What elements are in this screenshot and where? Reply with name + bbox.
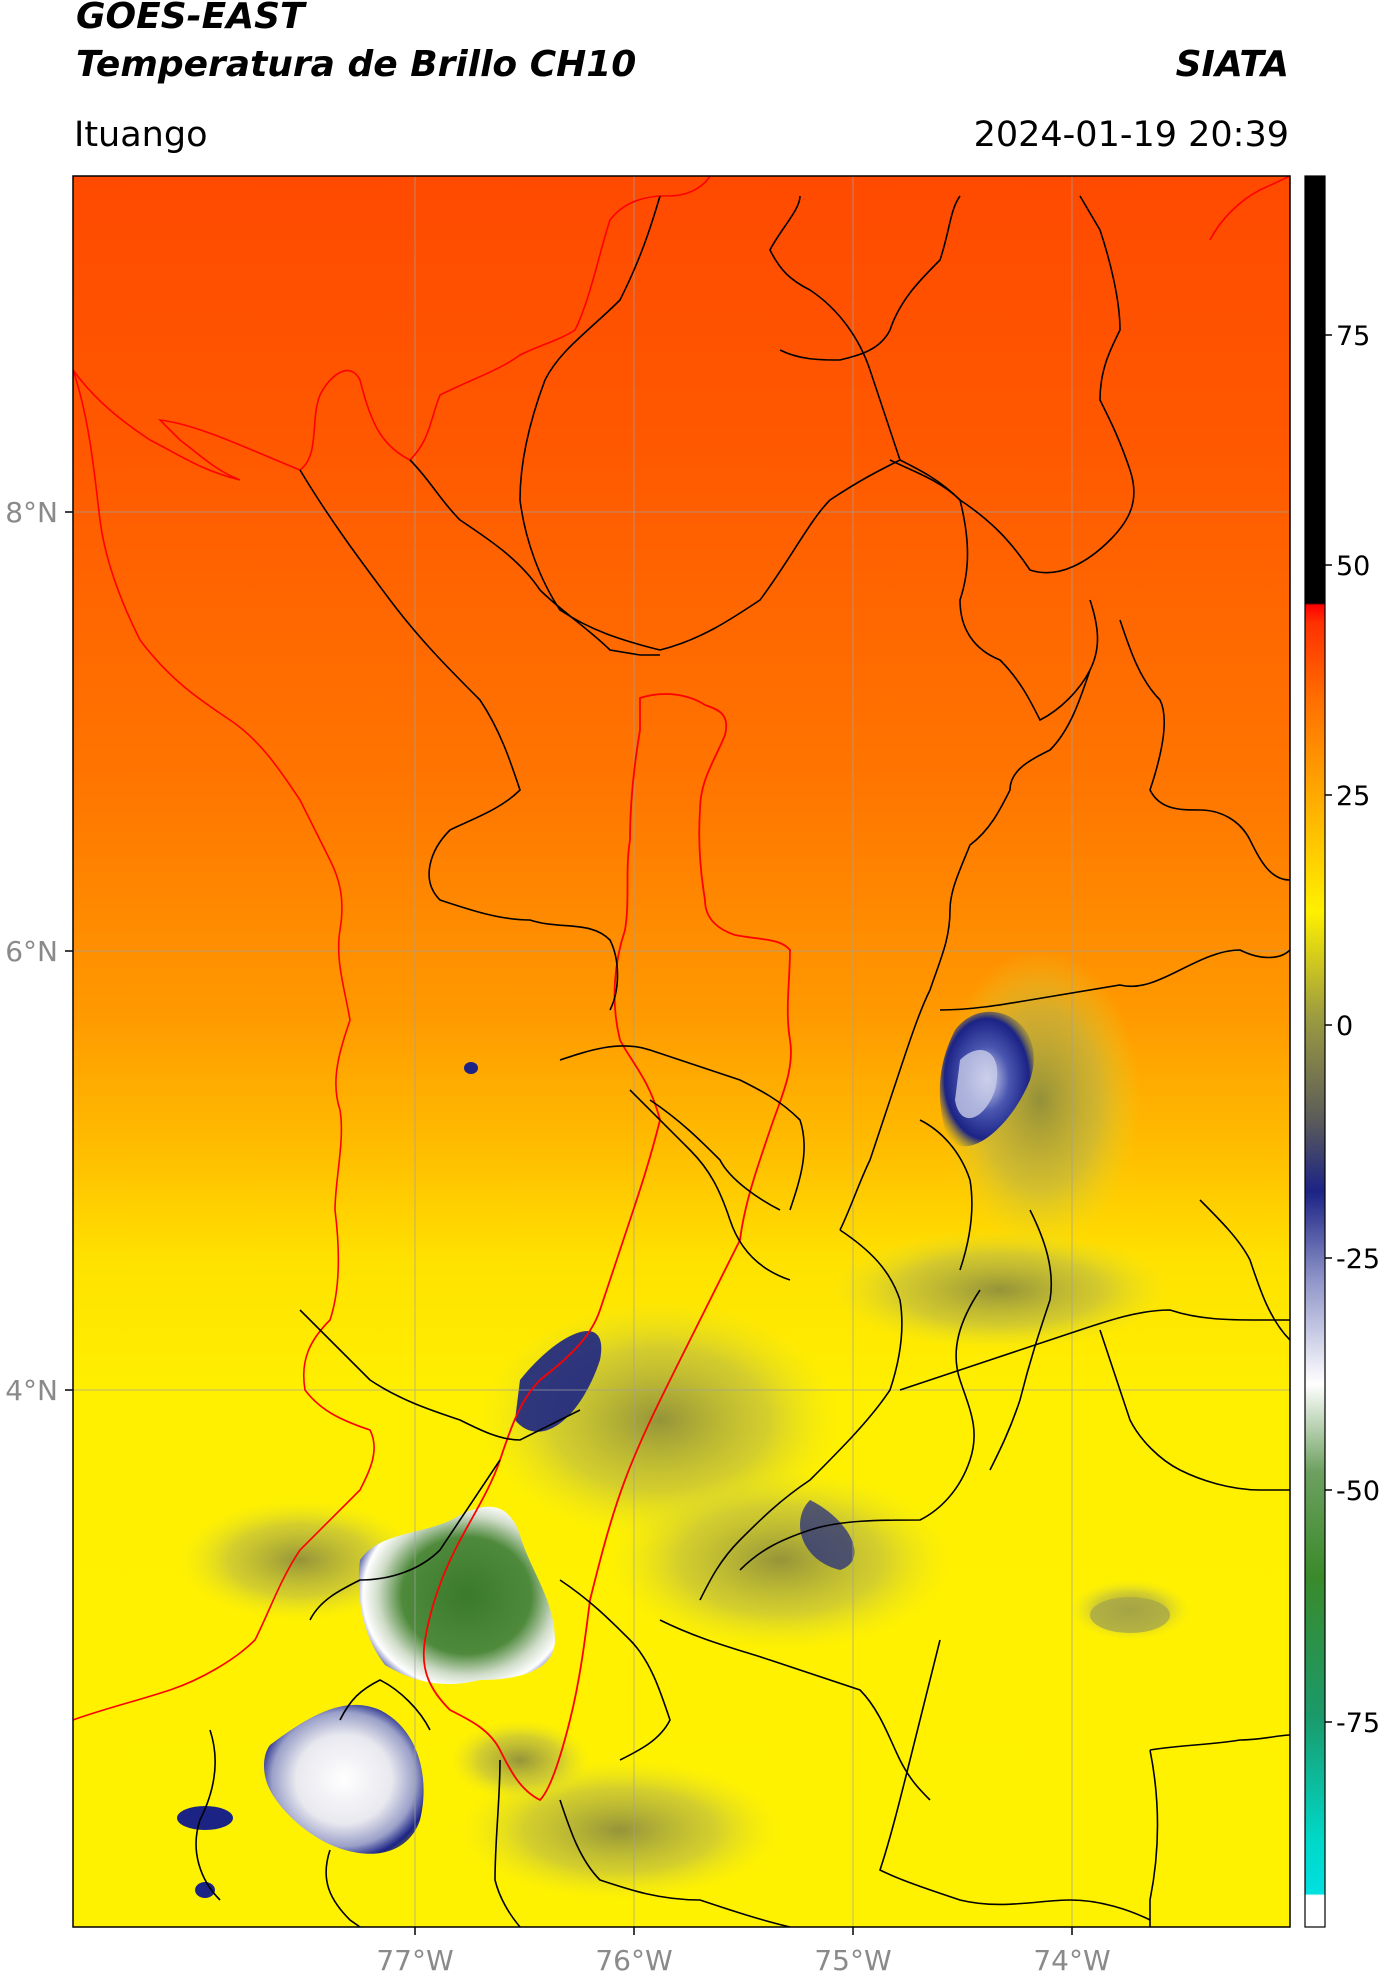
graticule: [73, 176, 1290, 1927]
colorbar-tick-minus25: -25: [1336, 1244, 1380, 1275]
title-satellite: GOES-EAST: [76, 0, 305, 37]
lat-label-8n: 8°N: [5, 496, 58, 529]
colorbar-tick-50: 50: [1336, 551, 1370, 582]
region-label: Ituango: [74, 115, 208, 155]
brand-label: SIATA: [1175, 44, 1289, 85]
colorbar-tick-minus50: -50: [1336, 1476, 1380, 1507]
colorbar-tick-25: 25: [1336, 781, 1370, 812]
map-frame: [72, 175, 1291, 1928]
longitude-axis: 77°W 76°W 75°W 74°W: [376, 1927, 1111, 1977]
timestamp-label: 2024-01-19 20:39: [973, 115, 1289, 155]
colorbar-tick-0: 0: [1336, 1011, 1353, 1042]
brightness-temperature-field: [73, 176, 1290, 1927]
title-product: Temperatura de Brillo CH10: [76, 44, 637, 85]
lon-label-75w: 75°W: [814, 1944, 891, 1977]
lon-label-74w: 74°W: [1033, 1944, 1110, 1977]
lat-label-6n: 6°N: [5, 935, 58, 968]
colorbar: 75 50 25 0 -25 -50 -75: [1304, 175, 1380, 1928]
colorbar-tick-minus75: -75: [1336, 1708, 1380, 1739]
lat-label-4n: 4°N: [5, 1374, 58, 1407]
department-borders: [195, 195, 1290, 1927]
colorbar-tick-75: 75: [1336, 321, 1370, 352]
latitude-axis: 8°N 6°N 4°N: [5, 496, 73, 1407]
colorbar-scale: [1304, 175, 1326, 1928]
lon-label-77w: 77°W: [376, 1944, 453, 1977]
lon-label-76w: 76°W: [595, 1944, 672, 1977]
basin-outline: [422, 693, 792, 1802]
